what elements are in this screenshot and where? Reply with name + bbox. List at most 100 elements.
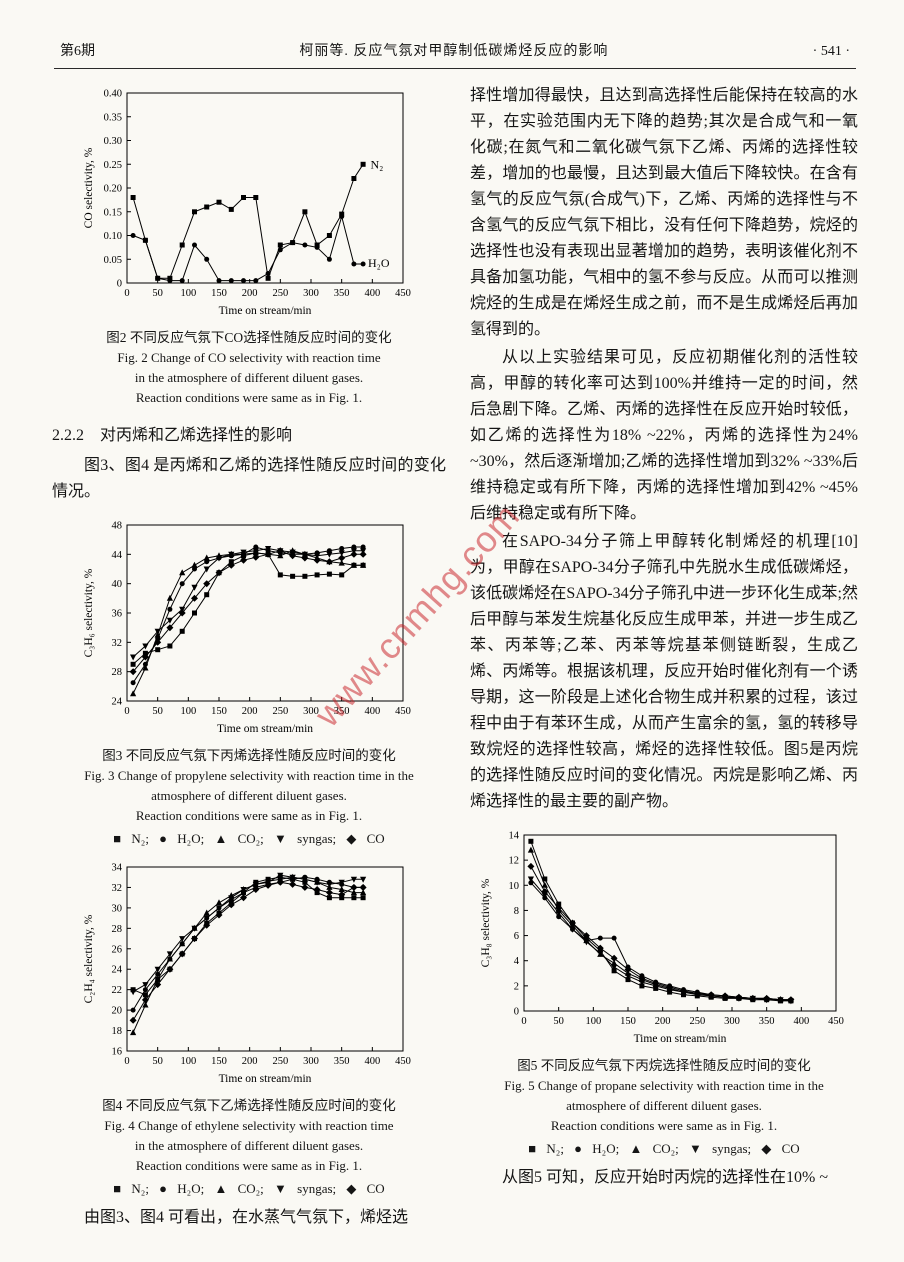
header-rule [54, 68, 856, 69]
svg-text:100: 100 [180, 288, 196, 299]
svg-text:Time on stream/min: Time on stream/min [219, 305, 312, 317]
svg-text:20: 20 [112, 1006, 123, 1017]
fig4-caption-en3: Reaction conditions were same as in Fig.… [135, 1158, 363, 1173]
fig3-caption-en1: Fig. 3 Change of propylene selectivity w… [84, 768, 414, 783]
fig4-caption-en1: Fig. 4 Change of ethylene selectivity wi… [104, 1118, 394, 1133]
svg-text:50: 50 [553, 1016, 564, 1027]
fig5-chart: 0 50 100 150 200 250 300 350 400 450 0 2 4 6 8 10 12 14 Ti… [478, 825, 850, 1047]
svg-text:0.30: 0.30 [104, 136, 122, 147]
svg-text:0.10: 0.10 [104, 231, 122, 242]
running-title: 柯丽等. 反应气氛对甲醇制低碳烯烃反应的影响 [299, 44, 609, 59]
svg-text:2: 2 [514, 981, 519, 992]
svg-text:150: 150 [211, 706, 227, 717]
content-columns: 0 50 100 150 200 250 300 350 400 450 0 0.05 0.10 0.15… [52, 83, 858, 1233]
svg-text:350: 350 [334, 1056, 350, 1067]
fig4-caption-cn: 图4 不同反应气氛下乙烯选择性随反应时间的变化 [102, 1098, 396, 1113]
fig5-legend: ■ N₂; ● H₂O; ▲ CO₂; ▼ syngas; ◆ CO [528, 1141, 800, 1156]
svg-text:0: 0 [521, 1016, 526, 1027]
section-heading-2-2-2: 2.2.2 对丙烯和乙烯选择性的影响 [52, 427, 293, 444]
svg-text:34: 34 [112, 863, 123, 874]
svg-text:30: 30 [112, 903, 123, 914]
svg-text:200: 200 [242, 1056, 258, 1067]
svg-text:12: 12 [509, 856, 520, 867]
svg-text:100: 100 [180, 1056, 196, 1067]
svg-text:200: 200 [242, 706, 258, 717]
svg-text:350: 350 [334, 288, 350, 299]
fig3-legend: ■ N₂; ● H₂O; ▲ CO₂; ▼ syngas; ◆ CO [113, 831, 385, 846]
svg-text:C₂H₄ selectivity, %: C₂H₄ selectivity, % [83, 914, 95, 1003]
svg-text:0: 0 [124, 288, 129, 299]
svg-text:0.05: 0.05 [104, 255, 122, 266]
right-closing-paragraph: 从图5 可知，反应开始时丙烷的选择性在10% ~ [502, 1169, 828, 1186]
right-paragraph-3: 在SAPO-34分子筛上甲醇转化制烯烃的机理[10]为，甲醇在SAPO-34分子… [470, 533, 858, 810]
fig2-caption-en3: Reaction conditions were same as in Fig.… [135, 390, 363, 405]
figure-3: 0 50 100 150 200 250 300 350 400 450 24 28 32 36 40 44 4… [52, 515, 446, 847]
fig3-caption-cn: 图3 不同反应气氛下丙烯选择性随反应时间的变化 [102, 748, 396, 763]
svg-text:0.40: 0.40 [104, 89, 122, 100]
svg-text:300: 300 [303, 1056, 319, 1067]
svg-text:24: 24 [112, 697, 123, 708]
svg-text:C₃H₈ selectivity, %: C₃H₈ selectivity, % [480, 878, 492, 967]
svg-text:50: 50 [152, 1056, 163, 1067]
svg-text:50: 50 [152, 706, 163, 717]
svg-text:100: 100 [180, 706, 196, 717]
page-header: 第6期 柯丽等. 反应气氛对甲醇制低碳烯烃反应的影响 · 541 · [52, 22, 858, 66]
chart-svg: 0 50 100 150 200 250 300 350 400 450 16 18 20 22 24 26 2… [83, 863, 411, 1086]
svg-text:250: 250 [272, 1056, 288, 1067]
fig4-chart: 0 50 100 150 200 250 300 350 400 450 16 18 20 22 24 26 2… [81, 857, 417, 1087]
svg-text:N₂: N₂ [371, 157, 384, 171]
svg-text:10: 10 [509, 881, 520, 892]
figure-5: 0 50 100 150 200 250 300 350 400 450 0 2 4 6 8 10 12 14 Ti… [470, 825, 858, 1157]
fig3-caption-en3: Reaction conditions were same as in Fig.… [135, 808, 363, 823]
svg-text:CO selectivity, %: CO selectivity, % [83, 147, 95, 228]
svg-text:350: 350 [759, 1016, 775, 1027]
svg-text:16: 16 [112, 1047, 123, 1058]
svg-text:4: 4 [514, 956, 520, 967]
fig2-caption-en1: Fig. 2 Change of CO selectivity with rea… [117, 350, 381, 365]
svg-text:450: 450 [828, 1016, 844, 1027]
svg-text:100: 100 [585, 1016, 601, 1027]
svg-text:0.20: 0.20 [104, 184, 122, 195]
svg-text:400: 400 [364, 706, 380, 717]
svg-text:Time on stream/min: Time on stream/min [634, 1033, 727, 1045]
section-intro-paragraph: 图3、图4 是丙烯和乙烯的选择性随反应时间的变化情况。 [52, 457, 446, 500]
svg-text:300: 300 [303, 706, 319, 717]
svg-text:48: 48 [112, 521, 123, 532]
svg-text:26: 26 [112, 944, 123, 955]
fig2-chart: 0 50 100 150 200 250 300 350 400 450 0 0.05 0.10 0.15… [81, 83, 417, 319]
svg-text:Time on stream/min: Time on stream/min [219, 1073, 312, 1085]
svg-text:200: 200 [655, 1016, 671, 1027]
svg-text:28: 28 [112, 924, 123, 935]
svg-text:400: 400 [364, 1056, 380, 1067]
svg-text:150: 150 [211, 288, 227, 299]
chart-svg: 0 50 100 150 200 250 300 350 400 450 0 2 4 6 8 10 12 14 Ti… [480, 831, 844, 1046]
figure-2: 0 50 100 150 200 250 300 350 400 450 0 0.05 0.10 0.15… [52, 83, 446, 407]
right-paragraph-2: 从以上实验结果可见，反应初期催化剂的活性较高，甲醇的转化率可达到100%并维持一… [470, 349, 858, 522]
fig5-caption-en1: Fig. 5 Change of propane selectivity wit… [504, 1078, 824, 1093]
left-closing-paragraph: 由图3、图4 可看出，在水蒸气气氛下，烯烃选 [84, 1209, 409, 1226]
fig5-caption-en2: atmosphere of different diluent gases. [566, 1098, 762, 1113]
svg-text:0.15: 0.15 [104, 207, 122, 218]
svg-text:36: 36 [112, 609, 123, 620]
svg-text:32: 32 [112, 638, 123, 649]
svg-text:200: 200 [242, 288, 258, 299]
svg-text:24: 24 [112, 965, 123, 976]
chart-svg: 0 50 100 150 200 250 300 350 400 450 24 28 32 36 40 44 4… [83, 521, 411, 736]
svg-text:C₃H₆ selectivity, %: C₃H₆ selectivity, % [83, 568, 95, 657]
svg-text:0: 0 [124, 706, 129, 717]
fig5-caption-cn: 图5 不同反应气氛下丙烷选择性随反应时间的变化 [517, 1058, 811, 1073]
svg-text:450: 450 [395, 288, 411, 299]
svg-text:44: 44 [112, 550, 123, 561]
svg-text:6: 6 [514, 931, 519, 942]
right-paragraph-1: 择性增加得最快，且达到高选择性后能保持在较高的水平，在实验范围内无下降的趋势;其… [470, 87, 858, 338]
fig4-legend: ■ N₂; ● H₂O; ▲ CO₂; ▼ syngas; ◆ CO [113, 1181, 385, 1196]
svg-text:150: 150 [620, 1016, 636, 1027]
svg-text:H₂O: H₂O [368, 256, 390, 270]
svg-text:0: 0 [514, 1007, 519, 1018]
page-number: · 541 · [812, 44, 850, 59]
svg-text:350: 350 [334, 706, 350, 717]
svg-text:14: 14 [509, 831, 520, 842]
svg-text:0: 0 [117, 279, 122, 290]
svg-text:0: 0 [124, 1056, 129, 1067]
